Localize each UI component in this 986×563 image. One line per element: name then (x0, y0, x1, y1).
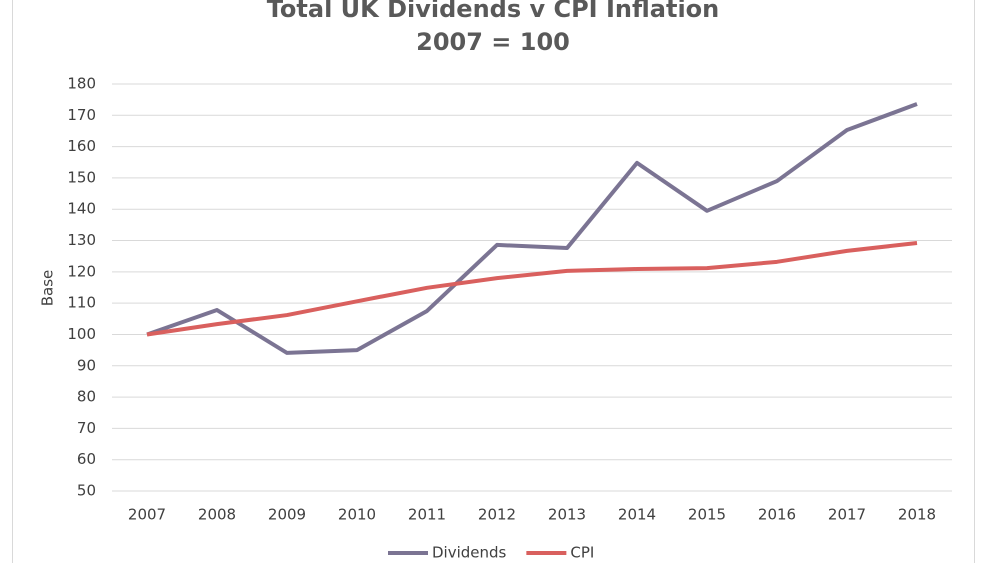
series-line (146, 241, 918, 337)
chart-title: Total UK Dividends v CPI Inflation (267, 0, 720, 23)
x-tick-label: 2012 (478, 506, 516, 524)
series-line (146, 102, 918, 355)
x-tick-label: 2015 (688, 506, 726, 524)
x-tick-label: 2007 (128, 506, 166, 524)
chart-frame (12, 0, 975, 563)
y-tick-label: 130 (67, 231, 96, 249)
x-tick-label: 2010 (338, 506, 376, 524)
x-tick-label: 2008 (198, 506, 236, 524)
x-tick-label: 2011 (408, 506, 446, 524)
y-tick-label: 50 (77, 482, 96, 500)
y-tick-label: 120 (67, 262, 96, 280)
y-tick-label: 140 (67, 200, 96, 218)
x-tick-label: 2009 (268, 506, 306, 524)
y-tick-label: 100 (67, 325, 96, 343)
y-tick-label: 170 (67, 106, 96, 124)
x-tick-label: 2016 (758, 506, 796, 524)
legend-label: CPI (570, 544, 594, 562)
y-tick-label: 180 (67, 75, 96, 93)
y-tick-label: 80 (77, 388, 96, 406)
chart-subtitle: 2007 = 100 (416, 28, 570, 56)
x-tick-label: 2014 (618, 506, 656, 524)
y-tick-label: 70 (77, 419, 96, 437)
x-tick-label: 2013 (548, 506, 586, 524)
y-tick-label: 60 (77, 450, 96, 468)
legend-label: Dividends (432, 544, 507, 562)
y-tick-label: 150 (67, 168, 96, 186)
y-tick-label: 90 (77, 356, 96, 374)
x-tick-label: 2017 (828, 506, 866, 524)
y-tick-label: 110 (67, 294, 96, 312)
y-tick-label: 160 (67, 137, 96, 155)
x-tick-label: 2018 (898, 506, 936, 524)
y-axis-label: Base (39, 270, 57, 307)
